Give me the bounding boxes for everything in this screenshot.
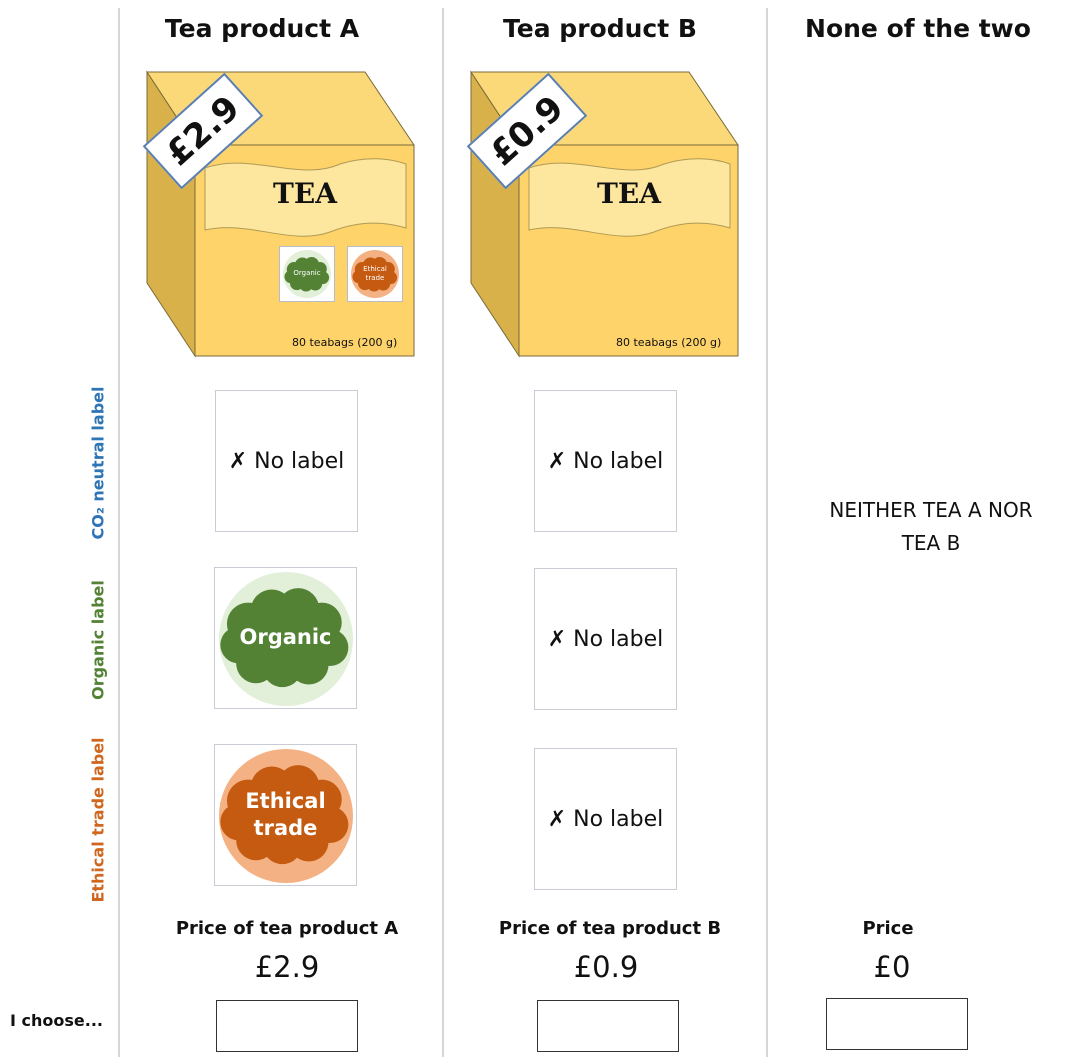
no-label: ✗ No label	[547, 806, 664, 832]
no-label: ✗ No label	[547, 626, 664, 652]
box-size: 80 teabags (200 g)	[292, 336, 398, 349]
badge-text: Ethical trade	[363, 264, 387, 282]
row-label: Ethical trade label	[88, 737, 108, 903]
divider	[766, 8, 768, 1057]
column-header: None of the two	[805, 14, 1031, 43]
badge-text: Ethical trade	[245, 788, 326, 840]
label-cell: Organic	[214, 567, 357, 709]
badge-art	[219, 749, 353, 883]
box-drawing	[140, 60, 425, 365]
mini-badge: Organic	[279, 246, 335, 302]
badge-text: Organic	[293, 269, 321, 278]
label-cell: ✗ No label	[534, 390, 677, 532]
price: £0	[873, 950, 911, 984]
choose-label: I choose...	[10, 1011, 103, 1030]
label-cell: Ethical trade	[214, 744, 357, 886]
label-cell: ✗ No label	[534, 748, 677, 890]
badge-art	[283, 250, 331, 298]
price-caption: Price of tea product A	[175, 918, 399, 939]
price-caption: Price of tea product B	[498, 918, 722, 939]
tea-box: TEA 80 teabags (200 g) £0.9	[464, 60, 749, 365]
price: £0.9	[573, 950, 639, 984]
badge-art	[219, 572, 353, 706]
label-cell: ✗ No label	[534, 568, 677, 710]
badge-text: Organic	[239, 625, 332, 650]
box-name: TEA	[273, 177, 337, 210]
tea-box: TEA Organic Ethical trade 80 teabags (20…	[140, 60, 425, 365]
mini-badge: Ethical trade	[347, 246, 403, 302]
column-header: Tea product B	[503, 14, 697, 43]
badge-art	[351, 250, 399, 298]
row-label: Organic label	[88, 580, 108, 700]
no-label: ✗ No label	[228, 448, 345, 474]
column-header: Tea product A	[164, 14, 360, 43]
choice-box[interactable]	[826, 998, 968, 1050]
choice-box[interactable]	[537, 1000, 679, 1052]
opt-out-text: NEITHER TEA A NOR TEA B	[829, 498, 1033, 555]
price-caption: Price	[862, 918, 914, 939]
row-label: CO₂ neutral label	[88, 386, 108, 540]
label-cell: ✗ No label	[215, 390, 358, 532]
divider	[442, 8, 444, 1057]
price: £2.9	[254, 950, 320, 984]
choice-box[interactable]	[216, 1000, 358, 1052]
divider	[118, 8, 120, 1057]
no-label: ✗ No label	[547, 448, 664, 474]
box-size: 80 teabags (200 g)	[616, 336, 722, 349]
box-name: TEA	[597, 177, 661, 210]
box-drawing	[464, 60, 749, 365]
